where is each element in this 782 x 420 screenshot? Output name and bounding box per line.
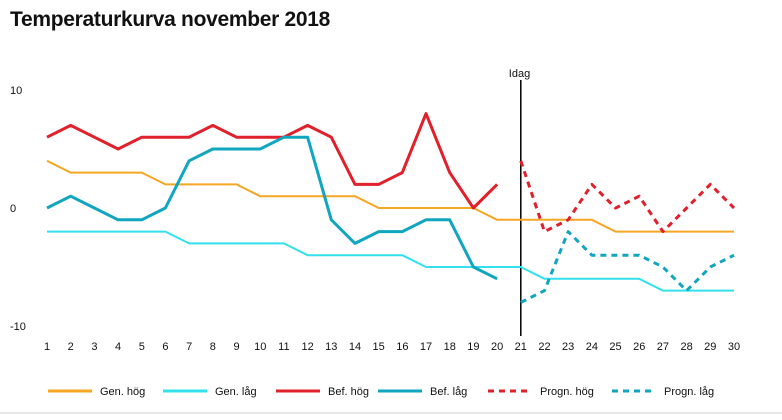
x-tick-label: 28 [680,341,692,353]
x-tick-label: 6 [162,341,168,353]
legend: Gen. hög Gen. låg Bef. hög Bef. låg Progn. h… [48,386,714,398]
x-tick-label: 12 [301,341,313,353]
x-tick-label: 13 [325,341,337,353]
x-tick-label: 27 [657,341,669,353]
x-tick-label: 5 [139,341,145,353]
x-tick-label: 29 [704,341,716,353]
x-tick-label: 7 [186,341,192,353]
series-line [520,230,735,304]
legend-label: Bef. låg [430,386,467,398]
y-tick-label: -10 [10,321,26,333]
legend-label: Bef. hög [328,386,369,398]
x-tick-label: 25 [609,341,621,353]
x-tick-label: 18 [444,341,456,353]
series-line [46,159,734,233]
y-axis-ticks: 10 0 -10 [10,85,26,333]
series-line [47,230,734,292]
legend-label: Progn. hög [540,386,594,398]
x-tick-label: 22 [538,341,550,353]
x-tick-label: 1 [44,341,50,353]
legend-label: Gen. hög [100,386,145,398]
x-tick-label: 21 [515,341,527,353]
x-tick-label: 3 [91,341,97,353]
legend-label: Progn. låg [664,386,714,398]
x-tick-label: 11 [278,341,289,353]
x-tick-label: 20 [491,341,503,353]
series-line [46,112,499,210]
x-tick-label: 2 [68,341,74,353]
x-tick-label: 10 [254,341,266,353]
x-tick-label: 24 [586,341,598,353]
x-tick-label: 26 [633,341,645,353]
series-line [46,135,498,281]
series-lines [46,112,736,304]
x-axis-ticks: 1 2 3 4 5 6 7 8 9 10 11 12 13 14 15 16 17 18 19 20 21 22 23 24 2… [44,341,740,353]
x-tick-label: 19 [467,341,479,353]
y-tick-label: 10 [10,85,22,97]
x-tick-label: 23 [562,341,574,353]
bottom-divider [0,412,782,414]
x-tick-label: 16 [396,341,408,353]
x-tick-label: 15 [373,341,385,353]
x-tick-label: 14 [349,341,361,353]
series-line [519,160,736,234]
x-tick-label: 30 [728,341,740,353]
x-tick-label: 8 [210,341,216,353]
today-label: Idag [509,68,530,80]
y-tick-label: 0 [10,203,16,215]
chart-title: Temperaturkurva november 2018 [10,8,331,31]
x-tick-label: 9 [233,341,239,353]
x-tick-label: 4 [115,341,121,353]
x-tick-label: 17 [420,341,432,353]
legend-label: Gen. låg [215,386,257,398]
today-marker: Idag [509,68,530,336]
